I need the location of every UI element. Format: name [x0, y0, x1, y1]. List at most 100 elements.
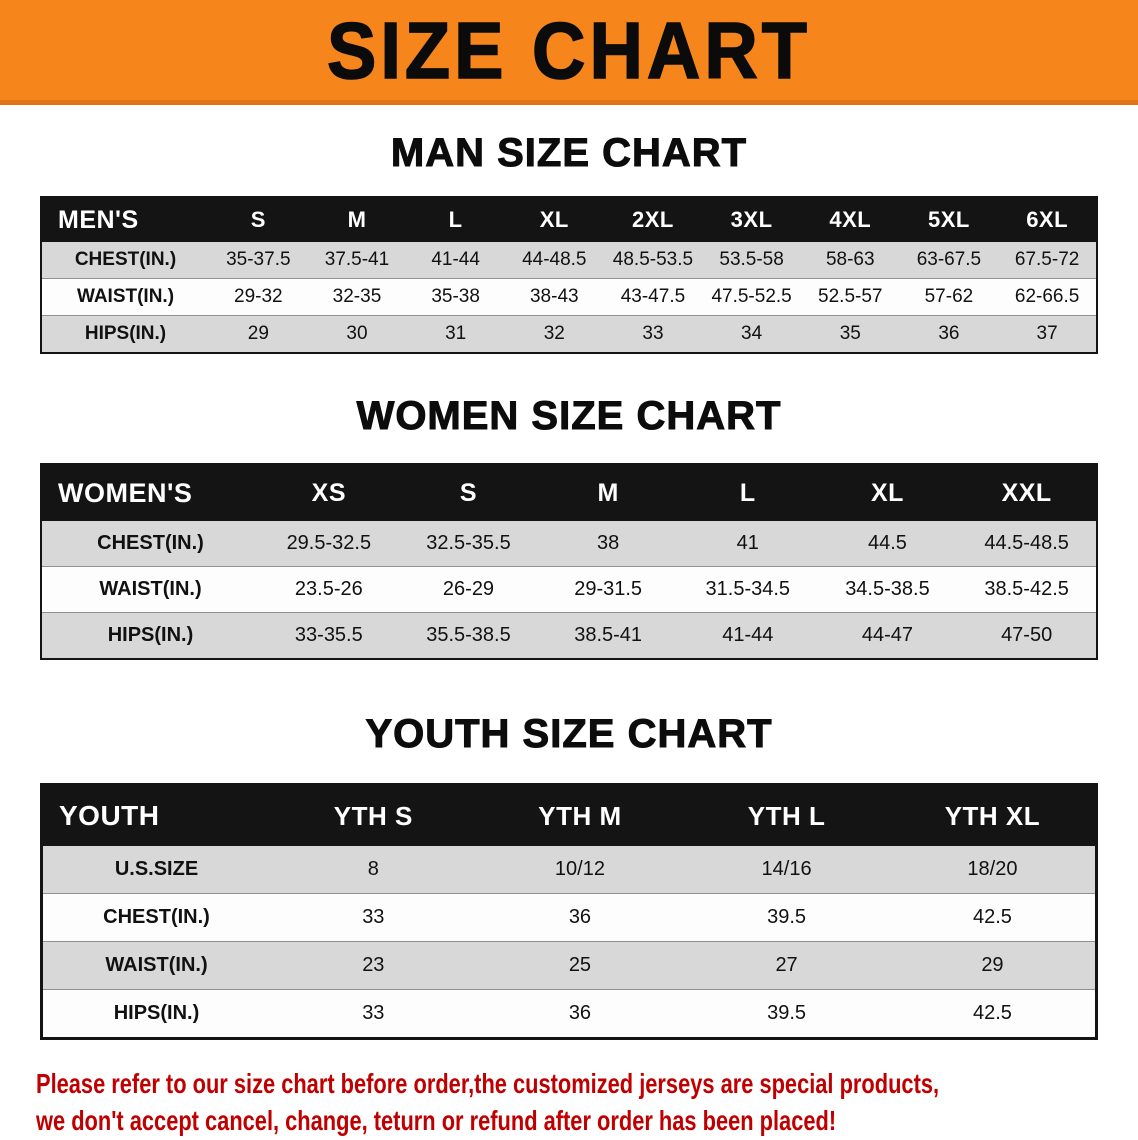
table-row: HIPS(IN.) 29 30 31 32 33 34 35 36 37 — [41, 315, 1097, 353]
men-size-table: MEN'S S M L XL 2XL 3XL 4XL 5XL 6XL CHEST(IN.) 35-37… — [40, 196, 1098, 354]
size-column-header: L — [677, 464, 818, 521]
footer-disclaimer: Please refer to our size chart before or… — [36, 1066, 1138, 1140]
size-value-cell: 18/20 — [967, 858, 1018, 880]
size-column-header: YTH S — [270, 784, 477, 846]
table-row: WAIST(IN.) 23 25 27 29 — [41, 941, 1097, 990]
size-value-cell: 32-35 — [332, 286, 382, 307]
size-column-header: M — [307, 197, 407, 242]
size-value-cell: 58-63 — [825, 249, 875, 270]
size-column-header: XS — [259, 464, 399, 521]
size-value-cell: 29 — [247, 323, 269, 344]
row-label: WAIST(IN.) — [99, 578, 202, 600]
row-label: HIPS(IN.) — [84, 323, 167, 344]
table-row: WAIST(IN.) 23.5-26 26-29 29-31.5 31.5-34.5 34… — [41, 566, 1097, 613]
women-section-heading: WOMEN SIZE CHART — [356, 394, 782, 439]
size-value-cell: 35.5-38.5 — [426, 624, 511, 646]
table-title-cell: MEN'S — [41, 197, 209, 242]
size-value-cell: 33-35.5 — [294, 624, 363, 646]
size-value-cell: 33 — [362, 906, 385, 928]
size-value-cell: 37 — [1036, 323, 1058, 344]
disclaimer-line-2: we don't accept cancel, change, teturn o… — [36, 1104, 837, 1136]
size-value-cell: 36 — [568, 1002, 592, 1024]
table-row: CHEST(IN.) 33 36 39.5 42.5 — [41, 893, 1097, 942]
table-row: U.S.SIZE 8 10/12 14/16 18/20 — [41, 846, 1097, 894]
size-value-cell: 14/16 — [761, 858, 812, 880]
size-value-cell: 53.5-58 — [719, 249, 784, 270]
size-value-cell: 27 — [775, 954, 798, 976]
size-column-header: L — [406, 197, 505, 242]
table-row: HIPS(IN.) 33 36 39.5 42.5 — [41, 989, 1097, 1039]
table-row: WAIST(IN.) 29-32 32-35 35-38 38-43 43-47.5 47.… — [41, 278, 1097, 316]
row-label: WAIST(IN.) — [76, 286, 175, 307]
row-label: CHEST(IN.) — [74, 249, 177, 270]
size-value-cell: 29-32 — [234, 286, 283, 307]
size-column-header: 4XL — [800, 197, 900, 242]
size-column-header: YTH XL — [889, 784, 1097, 846]
women-section: WOMEN SIZE CHART WOMEN'S XS S M L XL XXL CHEST(… — [0, 394, 1138, 660]
youth-section-heading: YOUTH SIZE CHART — [365, 712, 773, 757]
men-section: MAN SIZE CHART MEN'S S M L XL 2XL 3XL 4XL 5XL 6XL… — [0, 131, 1138, 354]
size-value-cell: 10/12 — [554, 858, 605, 880]
size-column-header: 6XL — [998, 197, 1097, 242]
size-value-cell: 41-44 — [431, 249, 480, 270]
size-value-cell: 38-43 — [529, 286, 579, 307]
size-value-cell: 42.5 — [972, 1002, 1012, 1024]
size-column-header: 3XL — [702, 197, 801, 242]
size-value-cell: 39.5 — [767, 906, 807, 928]
size-value-cell: 29-31.5 — [574, 578, 643, 600]
size-value-cell: 25 — [568, 954, 592, 976]
size-value-cell: 34.5-38.5 — [845, 578, 930, 600]
size-value-cell: 42.5 — [972, 906, 1012, 928]
table-title-cell: YOUTH — [41, 784, 270, 846]
size-column-header: 5XL — [899, 197, 999, 242]
banner-title: SIZE CHART — [326, 4, 811, 95]
row-label: HIPS(IN.) — [107, 624, 194, 646]
size-column-header: XXL — [957, 464, 1097, 521]
size-value-cell: 67.5-72 — [1014, 249, 1080, 270]
size-column-header: S — [209, 197, 308, 242]
size-value-cell: 35 — [839, 323, 861, 344]
size-value-cell: 29 — [981, 954, 1004, 976]
row-label: CHEST(IN.) — [103, 906, 210, 928]
size-value-cell: 30 — [346, 323, 368, 344]
youth-section: YOUTH SIZE CHART YOUTH YTH S YTH M YTH L YTH… — [0, 712, 1138, 1040]
size-value-cell: 34 — [741, 323, 763, 344]
size-value-cell: 26-29 — [442, 578, 495, 600]
size-value-cell: 23 — [362, 954, 385, 976]
women-size-table: WOMEN'S XS S M L XL XXL CHEST(IN.) 29.5-32.5 32.5… — [40, 463, 1098, 660]
size-value-cell: 31 — [445, 323, 467, 344]
table-header-row: YOUTH YTH S YTH M YTH L YTH XL — [41, 784, 1097, 846]
size-value-cell: 33 — [642, 323, 664, 344]
size-value-cell: 31.5-34.5 — [705, 578, 791, 600]
size-column-header: YTH L — [683, 784, 890, 846]
size-value-cell: 57-62 — [924, 286, 974, 307]
size-value-cell: 47.5-52.5 — [711, 286, 792, 307]
size-value-cell: 44.5 — [867, 532, 907, 554]
size-value-cell: 43-47.5 — [620, 286, 686, 307]
table-header-row: WOMEN'S XS S M L XL XXL — [41, 464, 1097, 521]
size-value-cell: 41 — [736, 532, 759, 554]
size-value-cell: 23.5-26 — [294, 578, 363, 600]
size-value-cell: 52.5-57 — [818, 286, 883, 307]
size-value-cell: 44-48.5 — [522, 249, 587, 270]
size-column-header: S — [398, 464, 539, 521]
size-value-cell: 32 — [543, 323, 565, 344]
size-column-header: 2XL — [603, 197, 703, 242]
table-title-cell: WOMEN'S — [41, 464, 259, 521]
size-value-cell: 39.5 — [767, 1002, 807, 1024]
size-column-header: XL — [817, 464, 958, 521]
size-value-cell: 36 — [568, 906, 592, 928]
row-label: WAIST(IN.) — [105, 954, 208, 976]
size-value-cell: 35-37.5 — [226, 249, 291, 270]
size-value-cell: 32.5-35.5 — [426, 532, 511, 554]
size-column-header: XL — [504, 197, 604, 242]
size-value-cell: 29.5-32.5 — [286, 532, 372, 554]
row-label: HIPS(IN.) — [113, 1002, 200, 1024]
size-column-header: M — [538, 464, 678, 521]
row-label: CHEST(IN.) — [97, 532, 204, 554]
size-value-cell: 62-66.5 — [1014, 286, 1080, 307]
size-value-cell: 8 — [367, 858, 379, 880]
size-value-cell: 38 — [597, 532, 620, 554]
size-value-cell: 41-44 — [722, 624, 774, 646]
size-value-cell: 38.5-41 — [574, 624, 643, 646]
